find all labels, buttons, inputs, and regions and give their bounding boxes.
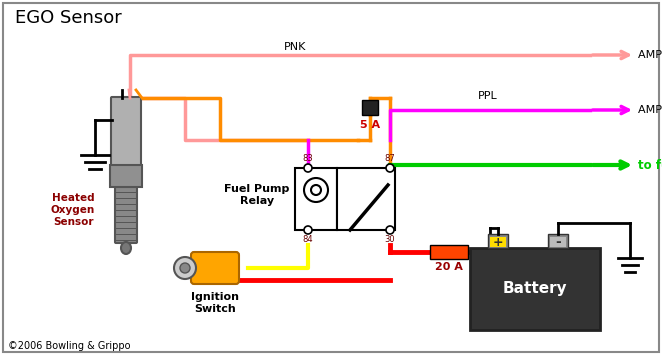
- Text: EGO Sensor: EGO Sensor: [15, 9, 122, 27]
- Text: +: +: [493, 235, 503, 248]
- Text: PPL: PPL: [478, 91, 498, 101]
- Bar: [430, 245, 468, 259]
- Circle shape: [386, 226, 394, 234]
- Text: 5 A: 5 A: [360, 120, 380, 130]
- Text: 20 A: 20 A: [435, 262, 463, 272]
- Bar: [470, 248, 600, 330]
- Text: 83: 83: [303, 154, 313, 163]
- Circle shape: [304, 178, 328, 202]
- Text: to fuel pump: to fuel pump: [638, 158, 662, 171]
- Bar: [490, 237, 506, 247]
- Text: AMP pin 34: AMP pin 34: [638, 50, 662, 60]
- Bar: [548, 234, 568, 248]
- Circle shape: [311, 185, 321, 195]
- Circle shape: [304, 164, 312, 172]
- Text: -: -: [555, 235, 561, 249]
- Bar: [295, 168, 337, 230]
- Text: ©2006 Bowling & Grippo: ©2006 Bowling & Grippo: [8, 341, 130, 351]
- Bar: [337, 168, 395, 230]
- FancyBboxPatch shape: [115, 186, 137, 243]
- FancyBboxPatch shape: [111, 97, 141, 179]
- Bar: [488, 234, 508, 248]
- Text: PNK: PNK: [284, 42, 307, 52]
- Circle shape: [180, 263, 190, 273]
- Bar: [550, 237, 566, 247]
- Text: 87: 87: [385, 154, 395, 163]
- Bar: [110, 165, 142, 187]
- Circle shape: [386, 164, 394, 172]
- Text: Heated
Oxygen
Sensor: Heated Oxygen Sensor: [51, 193, 95, 226]
- Text: 30: 30: [385, 235, 395, 244]
- Circle shape: [174, 257, 196, 279]
- Text: Fuel Pump
Relay: Fuel Pump Relay: [224, 184, 290, 206]
- Text: Battery: Battery: [502, 282, 567, 296]
- Ellipse shape: [121, 242, 131, 254]
- Text: Ignition
Switch: Ignition Switch: [191, 292, 239, 313]
- Text: AMP pin 8: AMP pin 8: [638, 105, 662, 115]
- Text: 84: 84: [303, 235, 313, 244]
- FancyBboxPatch shape: [191, 252, 239, 284]
- Bar: [362, 100, 378, 115]
- Circle shape: [304, 226, 312, 234]
